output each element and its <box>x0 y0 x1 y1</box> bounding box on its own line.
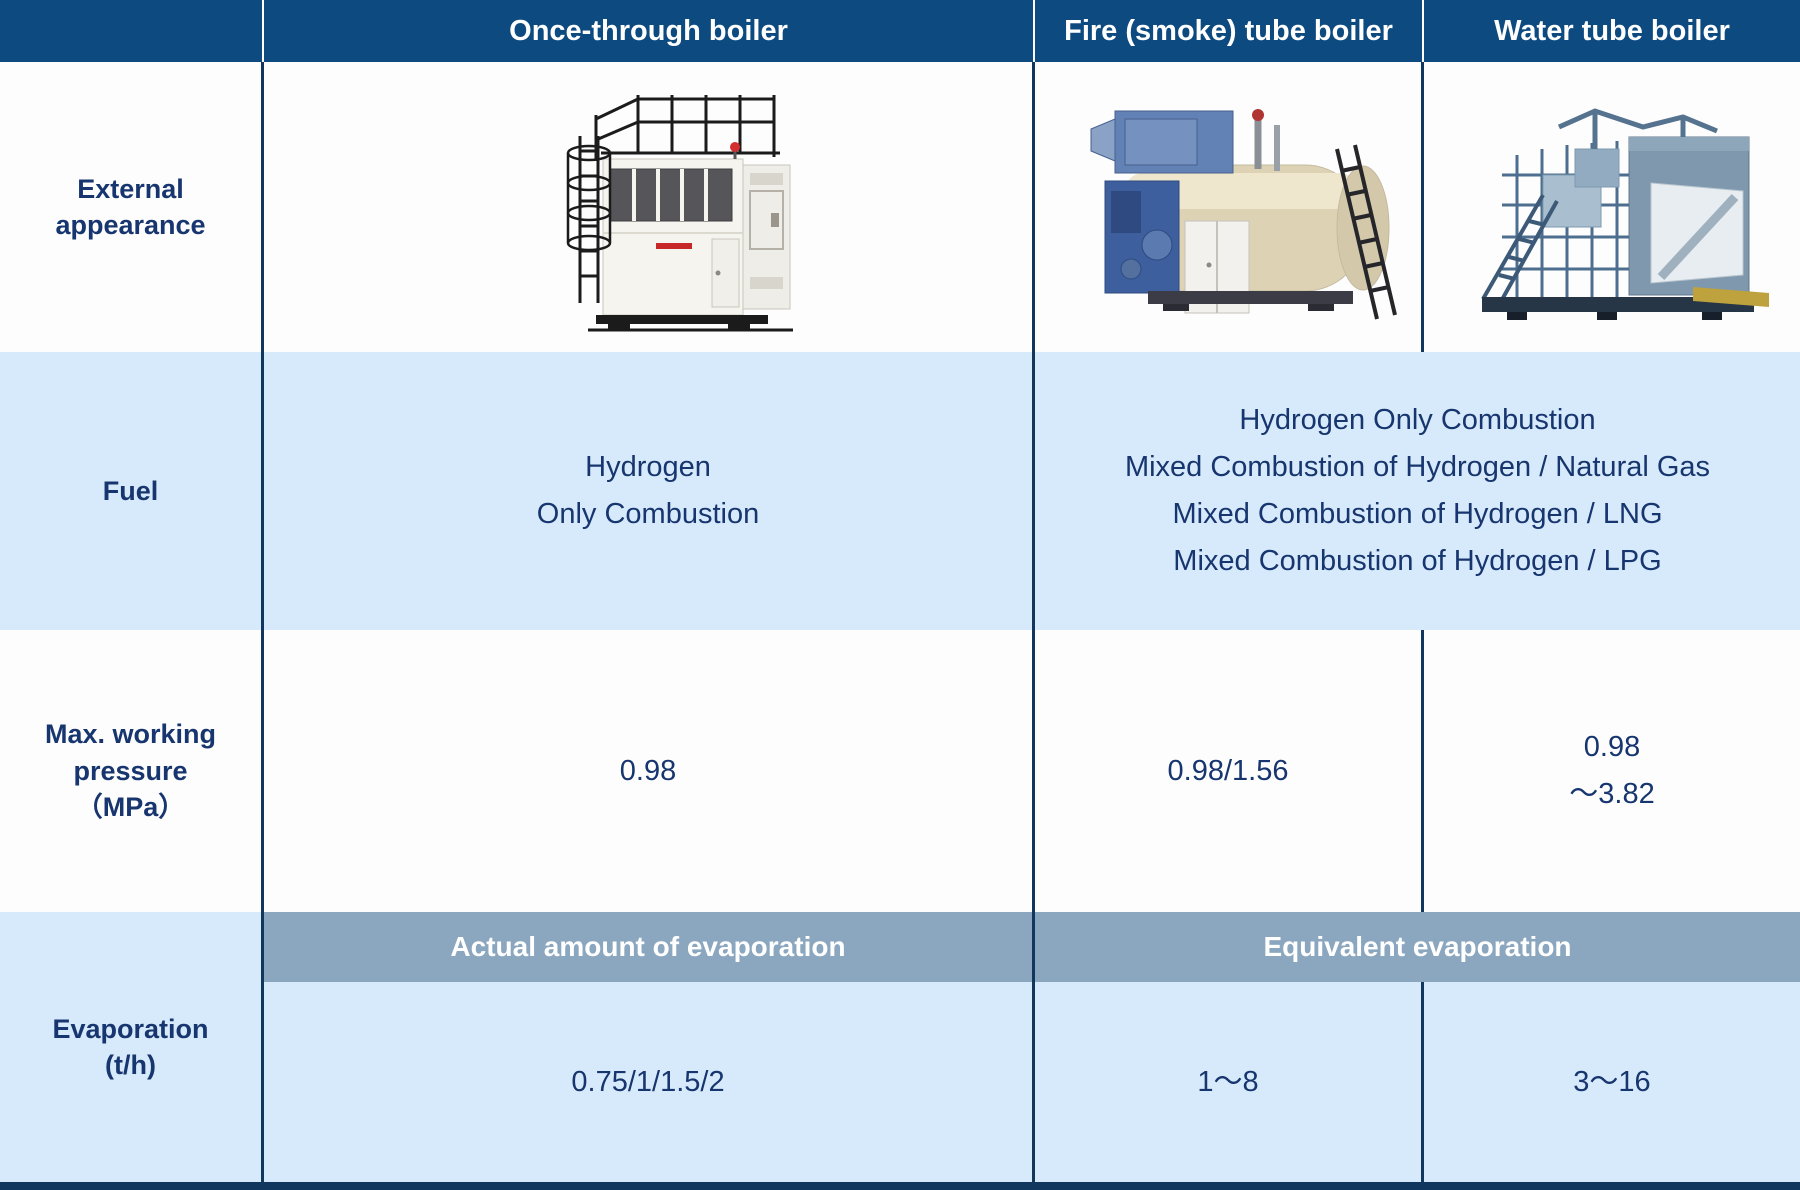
subheader-label: Equivalent evaporation <box>1263 931 1572 962</box>
fire-smoke-tube-boiler-photo <box>1090 109 1397 320</box>
row-label-external-appearance: External appearance <box>0 62 264 352</box>
header-water-tube: Water tube boiler <box>1424 0 1800 62</box>
once-through-boiler-photo <box>566 95 793 332</box>
fuel-line: Mixed Combustion of Hydrogen / LPG <box>1173 544 1662 577</box>
cell-pressure-water-tube: 0.98 〜3.82 <box>1424 630 1800 912</box>
column-title: Once-through boiler <box>509 14 788 47</box>
label-line: pressure <box>73 755 188 786</box>
column-title: Fire (smoke) tube boiler <box>1064 14 1393 47</box>
cell-pressure-once-through: 0.98 <box>264 630 1035 912</box>
cell-evaporation-fire-tube: 1〜8 <box>1035 982 1424 1182</box>
bottom-border-bar <box>0 1182 1800 1190</box>
label-line: (t/h) <box>105 1050 156 1080</box>
fuel-line: Hydrogen Only Combustion <box>1239 404 1596 437</box>
fuel-line: Only Combustion <box>536 498 760 530</box>
header-fire-tube: Fire (smoke) tube boiler <box>1035 0 1424 62</box>
subheader-label: Actual amount of evaporation <box>450 931 846 962</box>
label-line: Fuel <box>102 475 159 506</box>
row-label-max-working-pressure: Max. working pressure （MPa） <box>0 630 264 912</box>
water-tube-boiler-photo <box>1481 108 1769 320</box>
cell-evaporation-water-tube: 3〜16 <box>1424 982 1800 1182</box>
evaporation-value: 0.75/1/1.5/2 <box>571 1065 725 1098</box>
subheader-equivalent-evaporation: Equivalent evaporation <box>1035 912 1800 982</box>
label-line: appearance <box>55 210 206 240</box>
label-line: Evaporation <box>52 1013 209 1044</box>
cell-pressure-fire-tube: 0.98/1.56 <box>1035 630 1424 912</box>
label-line: （MPa） <box>75 792 186 823</box>
subheader-actual-evaporation: Actual amount of evaporation <box>264 912 1035 982</box>
cell-external-once-through <box>264 62 1035 352</box>
pressure-value: 〜3.82 <box>1569 778 1655 810</box>
fuel-line: Mixed Combustion of Hydrogen / LNG <box>1172 498 1663 530</box>
cell-fuel-once-through: Hydrogen Only Combustion <box>264 352 1035 630</box>
fuel-line: Hydrogen <box>585 451 711 484</box>
pressure-value: 0.98 <box>619 754 677 787</box>
evaporation-value: 3〜16 <box>1573 1065 1651 1098</box>
fuel-line: Mixed Combustion of Hydrogen / Natural G… <box>1124 451 1711 484</box>
cell-external-water-tube <box>1424 62 1800 352</box>
evaporation-value: 1〜8 <box>1197 1065 1259 1098</box>
cell-fuel-merged: Hydrogen Only Combustion Mixed Combustio… <box>1035 352 1800 630</box>
pressure-value: 0.98 <box>1583 731 1641 764</box>
cell-evaporation-once-through: 0.75/1/1.5/2 <box>264 982 1035 1182</box>
row-label-fuel: Fuel <box>0 352 264 630</box>
header-blank-cell <box>0 0 264 62</box>
pressure-value: 0.98/1.56 <box>1167 754 1289 787</box>
label-line: External <box>77 173 184 204</box>
row-label-evaporation: Evaporation (t/h) <box>0 912 264 1182</box>
label-line: Max. working <box>44 719 217 750</box>
cell-external-fire-tube <box>1035 62 1424 352</box>
column-title: Water tube boiler <box>1494 14 1730 47</box>
header-once-through: Once-through boiler <box>264 0 1035 62</box>
